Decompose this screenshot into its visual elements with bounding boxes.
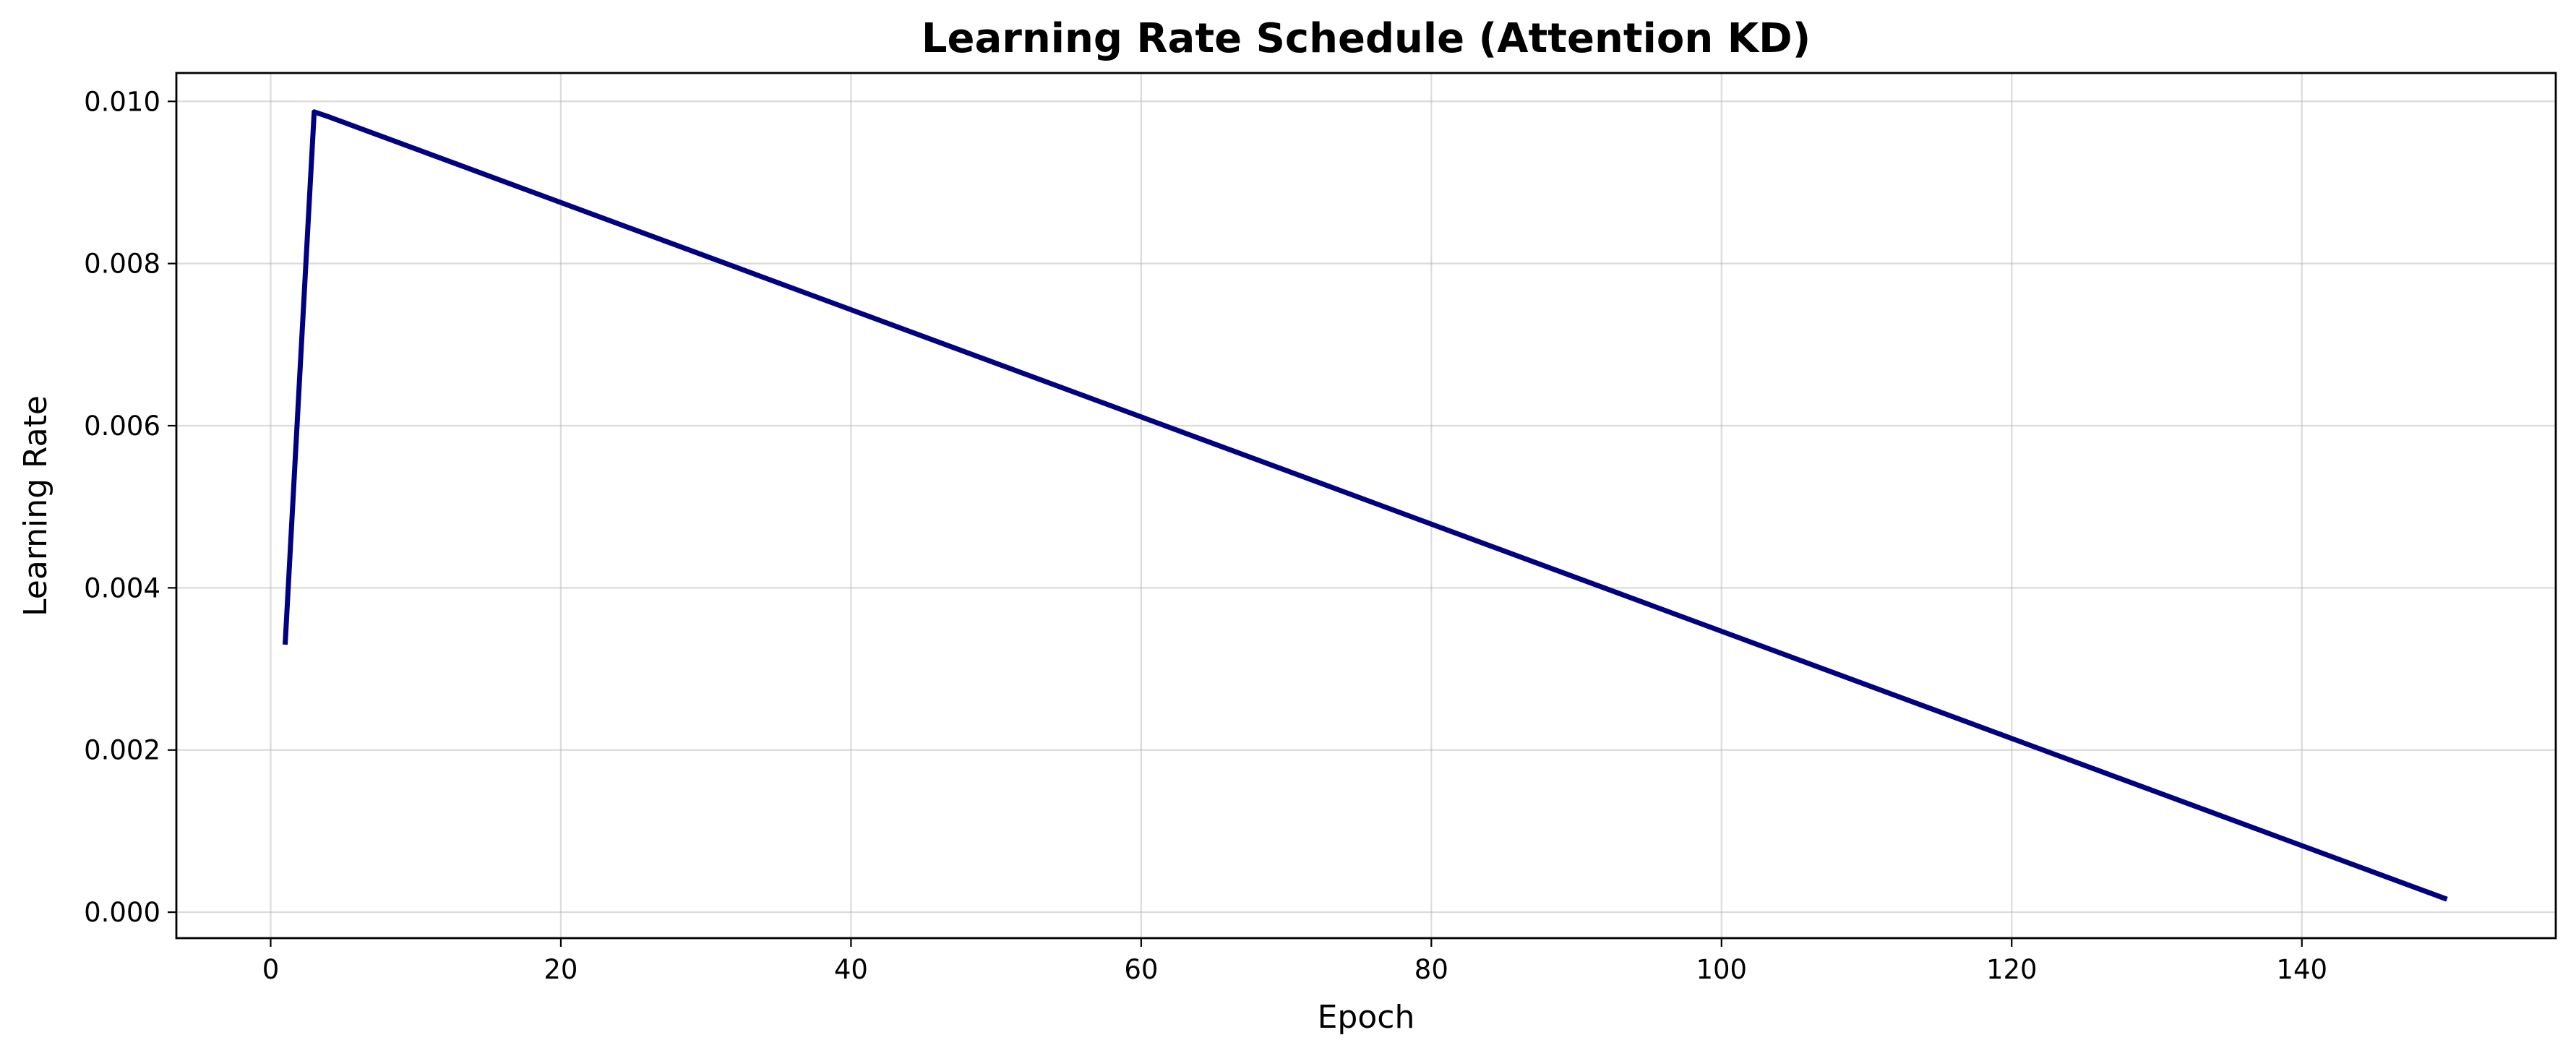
- x-axis-ticks: 0 20 40 60 80 100 120 140: [262, 938, 2327, 985]
- y-axis-label: Learning Rate: [17, 395, 54, 617]
- plot-area-frame: [175, 72, 2557, 940]
- y-tick-label: 0.002: [84, 735, 160, 766]
- x-tick-label: 80: [1414, 954, 1448, 985]
- grid-lines: [176, 73, 2556, 938]
- y-tick-label: 0.004: [84, 572, 160, 603]
- x-tick-label: 0: [262, 954, 280, 985]
- chart-title: Learning Rate Schedule (Attention KD): [922, 15, 1811, 62]
- y-tick-label: 0.000: [84, 897, 160, 928]
- y-axis-ticks: 0.000 0.002 0.004 0.006 0.008 0.010: [84, 86, 176, 928]
- x-tick-label: 120: [1986, 954, 2038, 985]
- x-tick-label: 60: [1124, 954, 1158, 985]
- x-tick-label: 100: [1696, 954, 1747, 985]
- y-tick-label: 0.010: [84, 86, 160, 117]
- learning-rate-series-line: [283, 109, 2448, 902]
- x-tick-label: 140: [2276, 954, 2327, 985]
- y-tick-label: 0.006: [84, 411, 160, 442]
- x-tick-label: 40: [834, 954, 868, 985]
- series-layer: [283, 109, 2448, 902]
- x-tick-label: 20: [544, 954, 578, 985]
- x-axis-label: Epoch: [1318, 999, 1415, 1036]
- y-tick-label: 0.008: [84, 249, 160, 280]
